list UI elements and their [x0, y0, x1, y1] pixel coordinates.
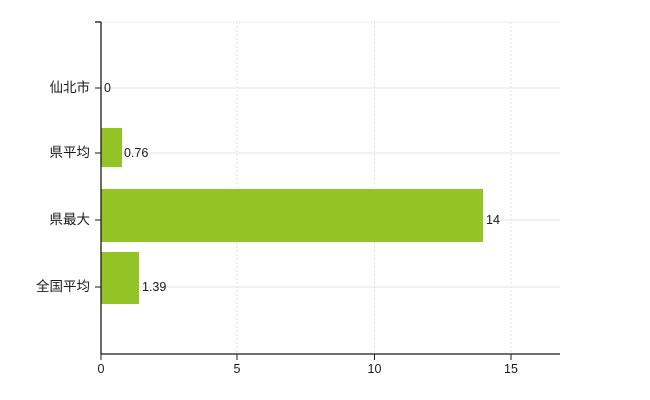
svg-text:県最大: 県最大 [50, 212, 91, 227]
svg-text:0: 0 [104, 81, 111, 95]
svg-text:10: 10 [368, 362, 382, 376]
svg-text:14: 14 [486, 213, 500, 227]
svg-text:0: 0 [98, 362, 105, 376]
svg-text:仙北市: 仙北市 [50, 79, 91, 95]
svg-text:0.76: 0.76 [124, 146, 148, 160]
svg-text:1.39: 1.39 [142, 280, 166, 294]
svg-text:5: 5 [234, 362, 241, 376]
svg-text:全国平均: 全国平均 [36, 278, 90, 294]
svg-text:県平均: 県平均 [50, 145, 91, 160]
svg-text:15: 15 [504, 362, 518, 376]
